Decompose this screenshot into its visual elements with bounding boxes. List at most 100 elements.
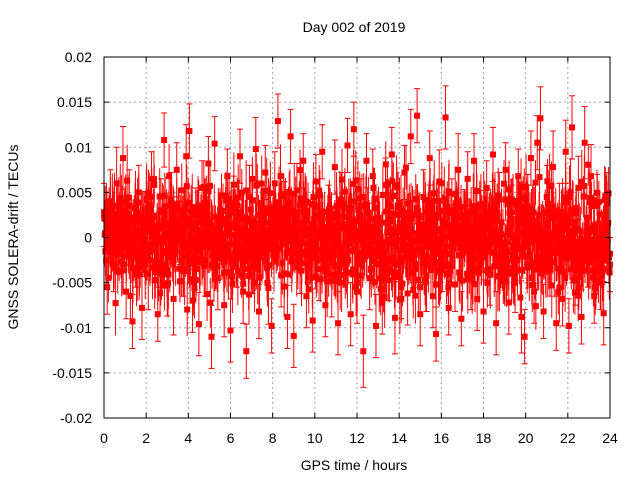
data-point-108	[442, 85, 449, 150]
band-point	[263, 187, 270, 194]
band-point	[429, 256, 436, 263]
band-point	[520, 204, 527, 211]
band-point	[247, 206, 254, 213]
point-marker	[594, 202, 601, 209]
band-point	[517, 294, 524, 301]
band-point	[438, 228, 445, 235]
point-marker	[502, 166, 509, 173]
point-marker	[331, 164, 338, 171]
point-marker	[499, 252, 506, 259]
band-point	[587, 194, 594, 201]
point-marker	[309, 317, 316, 324]
band-point	[575, 284, 582, 291]
band-point	[562, 275, 569, 282]
band-point	[504, 259, 511, 266]
band-point	[510, 197, 517, 204]
band-point	[476, 270, 483, 277]
point-marker	[243, 348, 250, 355]
band-point	[321, 253, 328, 260]
band-point	[109, 206, 116, 213]
band-point	[602, 192, 609, 199]
data-point-91	[388, 126, 395, 183]
band-point	[204, 291, 211, 298]
band-point	[469, 233, 476, 240]
band-point	[250, 219, 257, 226]
band-point	[154, 264, 161, 271]
point-marker	[581, 139, 588, 146]
band-point	[360, 193, 367, 200]
band-point	[581, 182, 588, 189]
band-point	[422, 209, 429, 216]
band-point	[429, 223, 436, 230]
band-point	[252, 255, 259, 262]
point-marker	[404, 290, 411, 297]
data-point-115	[464, 151, 471, 207]
data-point-130	[512, 248, 519, 313]
data-point-111	[452, 256, 459, 313]
point-marker	[138, 304, 145, 311]
point-marker	[417, 311, 424, 318]
band-point	[601, 257, 608, 264]
point-marker	[338, 196, 345, 203]
band-point	[212, 267, 219, 274]
band-point	[321, 209, 328, 216]
point-marker	[151, 248, 158, 255]
band-point	[430, 213, 437, 220]
band-point	[352, 177, 359, 184]
band-point	[514, 256, 521, 263]
point-marker	[110, 261, 117, 268]
data-point-127	[502, 142, 509, 198]
band-point	[375, 214, 382, 221]
band-point	[246, 291, 253, 298]
band-point	[603, 243, 610, 250]
band-point	[129, 265, 136, 272]
data-point-141	[546, 241, 553, 297]
point-marker	[218, 220, 225, 227]
band-point	[109, 244, 116, 251]
band-point	[529, 282, 536, 289]
data-point-13	[142, 190, 149, 247]
data-point-75	[338, 172, 345, 228]
band-point	[536, 174, 543, 181]
point-marker	[515, 173, 522, 180]
band-point	[358, 236, 365, 243]
point-marker	[240, 288, 247, 295]
band-point	[266, 245, 273, 252]
point-marker	[420, 193, 427, 200]
band-point	[355, 207, 362, 214]
band-point	[248, 251, 255, 258]
band-point	[114, 214, 121, 221]
chart-title: Day 002 of 2019	[303, 19, 406, 35]
point-marker	[284, 313, 291, 320]
data-point-20	[164, 252, 171, 317]
point-marker	[537, 115, 544, 122]
band-point	[228, 209, 235, 216]
data-point-51	[262, 144, 269, 201]
data-point-156	[594, 173, 601, 238]
band-point	[235, 194, 242, 201]
point-marker	[186, 128, 193, 135]
x-tick-label-9: 18	[476, 430, 492, 446]
band-point	[201, 263, 208, 270]
data-point-83	[363, 133, 370, 189]
band-point	[407, 254, 414, 261]
band-point	[332, 262, 339, 269]
band-point	[335, 278, 342, 285]
data-point-15	[148, 151, 155, 207]
band-point	[156, 193, 163, 200]
band-point	[493, 241, 500, 248]
data-point-31	[199, 160, 206, 216]
point-marker	[505, 299, 512, 306]
data-point-121	[483, 160, 490, 216]
band-point	[294, 257, 301, 264]
point-marker	[436, 178, 443, 185]
band-point	[331, 272, 338, 279]
band-point	[324, 278, 331, 285]
band-point	[392, 269, 399, 276]
band-point	[516, 207, 523, 214]
band-point	[229, 263, 236, 270]
data-point-144	[556, 182, 563, 248]
band-point	[457, 239, 464, 246]
point-marker	[297, 254, 304, 261]
band-point	[195, 202, 202, 209]
